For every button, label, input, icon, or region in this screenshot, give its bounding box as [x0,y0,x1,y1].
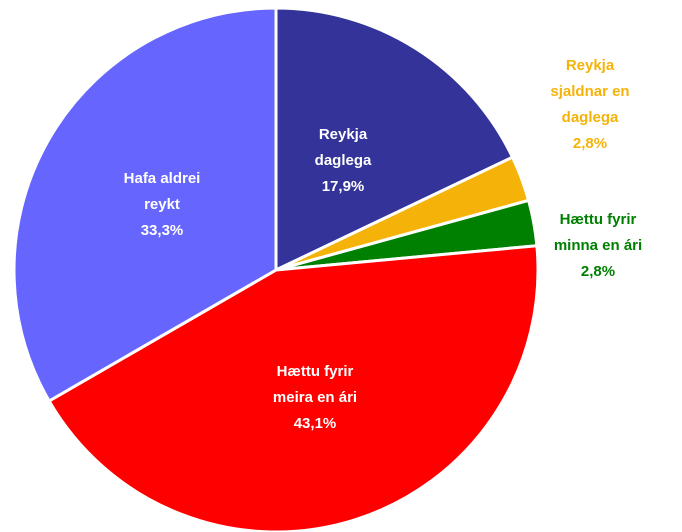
pie-slice [12,6,278,404]
slice-label: Reykja daglega 17,9% [303,122,383,200]
value-label: 2,8% [580,263,616,280]
value-label: 43,1% [293,415,337,432]
slice-label: Hættu fyrir meira en ári 43,1% [259,359,371,437]
value-label: 33,3% [140,222,184,239]
slice-label: Hættu fyrir minna en ári 2,8% [542,207,654,285]
pie-slice [47,244,540,532]
category-label: Reykja sjaldnar en daglega [550,57,630,126]
category-label: Hafa aldrei reykt [123,170,201,213]
category-label: Hættu fyrir minna en ári [553,211,643,254]
value-label: 17,9% [321,178,365,195]
category-label: Reykja daglega [314,126,372,169]
slice-label: Reykja sjaldnar en daglega 2,8% [540,53,640,157]
category-label: Hættu fyrir meira en ári [272,363,358,406]
value-label: 2,8% [572,135,608,152]
slice-label: Hafa aldrei reykt 33,3% [112,166,212,244]
pie-slice [274,6,515,273]
